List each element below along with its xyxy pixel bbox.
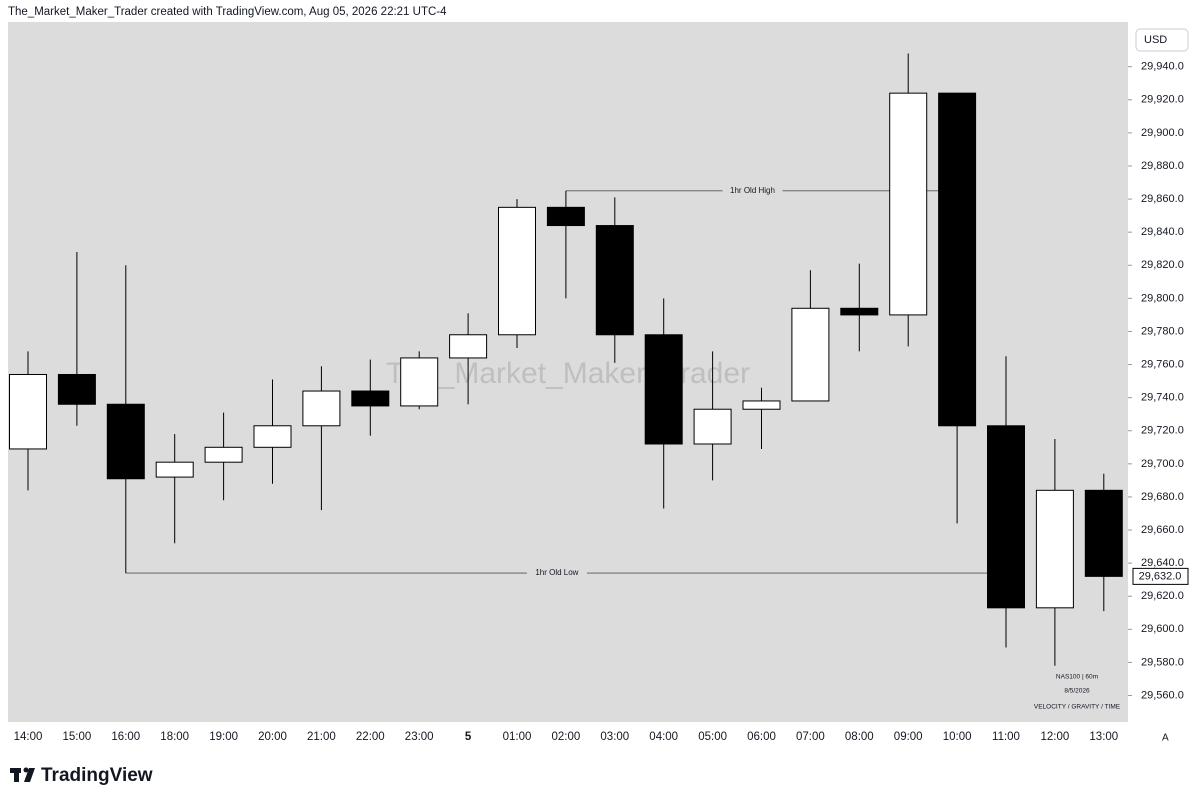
footer-logo: TradingView <box>41 765 153 786</box>
x-tick-label: 08:00 <box>845 731 874 743</box>
x-tick-label: 09:00 <box>894 731 923 743</box>
candle-body <box>742 400 781 410</box>
candle-body <box>155 461 194 478</box>
level-label-bg <box>526 567 587 580</box>
candle-body <box>204 446 243 463</box>
y-tick-label: 29,700.0 <box>1141 458 1184 470</box>
info-text: VELOCITY / GRAVITY / TIME <box>1034 704 1121 711</box>
candle-body <box>938 92 977 427</box>
x-tick-label: 04:00 <box>649 731 678 743</box>
currency-button[interactable] <box>1135 28 1189 52</box>
x-tick-label: 01:00 <box>503 731 532 743</box>
y-tick-label: 29,880.0 <box>1141 160 1184 172</box>
y-tick-label: 29,920.0 <box>1141 94 1184 106</box>
header: The_Market_Maker_Trader created with Tra… <box>8 6 447 18</box>
candle-body <box>1084 489 1123 577</box>
x-tick-label: 06:00 <box>747 731 776 743</box>
x-tick-label: 03:00 <box>600 731 629 743</box>
x-tick-label: 16:00 <box>111 731 140 743</box>
candle-body <box>9 373 47 450</box>
x-tick-label: 22:00 <box>356 731 385 743</box>
y-tick-label: 29,580.0 <box>1141 656 1184 668</box>
level-label: 1hr Old Low <box>535 568 578 577</box>
y-tick-label: 29,620.0 <box>1141 590 1184 602</box>
y-tick-label: 29,780.0 <box>1141 325 1184 337</box>
candle-body <box>57 373 96 405</box>
candle-body <box>351 390 390 407</box>
y-tick-label: 29,660.0 <box>1141 524 1184 536</box>
candle-body <box>644 334 683 445</box>
x-tick-label: 20:00 <box>258 731 287 743</box>
y-tick-label: 29,600.0 <box>1141 623 1184 635</box>
candle-body <box>693 408 732 445</box>
candle-body <box>595 225 634 336</box>
x-tick-label: 10:00 <box>943 731 972 743</box>
x-tick-label: 02:00 <box>552 731 581 743</box>
y-tick-label: 29,860.0 <box>1141 193 1184 205</box>
y-tick-label: 29,820.0 <box>1141 259 1184 271</box>
x-tick-label: 07:00 <box>796 731 825 743</box>
x-tick-label: 23:00 <box>405 731 434 743</box>
last-price-label: 29,632.0 <box>1139 570 1182 582</box>
x-tick-label: 14:00 <box>14 731 43 743</box>
y-tick-label: 29,760.0 <box>1141 358 1184 370</box>
y-tick-label: 29,840.0 <box>1141 226 1184 238</box>
x-tick-label: 12:00 <box>1041 731 1070 743</box>
x-tick-label: 11:00 <box>992 731 1020 743</box>
y-tick-label: 29,680.0 <box>1141 491 1184 503</box>
candle-body <box>1035 489 1074 609</box>
candle-body <box>302 390 341 427</box>
candle-body <box>791 307 830 402</box>
tv-logo <box>10 767 35 782</box>
y-tick-label: 29,720.0 <box>1141 425 1184 437</box>
level-label-bg <box>722 184 783 197</box>
x-tick-label: 19:00 <box>209 731 238 743</box>
candle-body <box>449 334 488 359</box>
candle-body <box>987 425 1025 609</box>
watermark: The_Market_Maker_Trader <box>386 357 750 390</box>
auto-scale[interactable]: A <box>1162 733 1169 744</box>
candle-body <box>400 357 439 407</box>
info-text: 8/5/2026 <box>1064 688 1090 695</box>
y-tick-label: 29,900.0 <box>1141 127 1184 139</box>
y-tick-label: 29,560.0 <box>1141 689 1184 701</box>
candle-body <box>498 206 536 336</box>
candle-body <box>106 403 145 480</box>
candle-body <box>840 307 879 316</box>
last-price-box <box>1132 567 1189 585</box>
candle-body <box>546 206 585 227</box>
y-tick-label: 29,740.0 <box>1141 392 1184 404</box>
y-tick-label: 29,800.0 <box>1141 292 1184 304</box>
x-tick-label: 18:00 <box>160 731 189 743</box>
level-label: 1hr Old High <box>730 186 775 195</box>
x-tick-label: 5 <box>465 731 472 743</box>
y-tick-label: 29,640.0 <box>1141 557 1184 569</box>
candle-body <box>889 92 928 316</box>
x-tick-label: 21:00 <box>307 731 336 743</box>
info-text: NAS100 | 60m <box>1056 674 1098 681</box>
x-tick-label: 13:00 <box>1089 731 1118 743</box>
currency[interactable]: USD <box>1144 34 1167 46</box>
x-tick-label: 15:00 <box>63 731 92 743</box>
y-tick-label: 29,940.0 <box>1141 61 1184 73</box>
x-tick-label: 05:00 <box>698 731 727 743</box>
candle-body <box>253 425 292 448</box>
